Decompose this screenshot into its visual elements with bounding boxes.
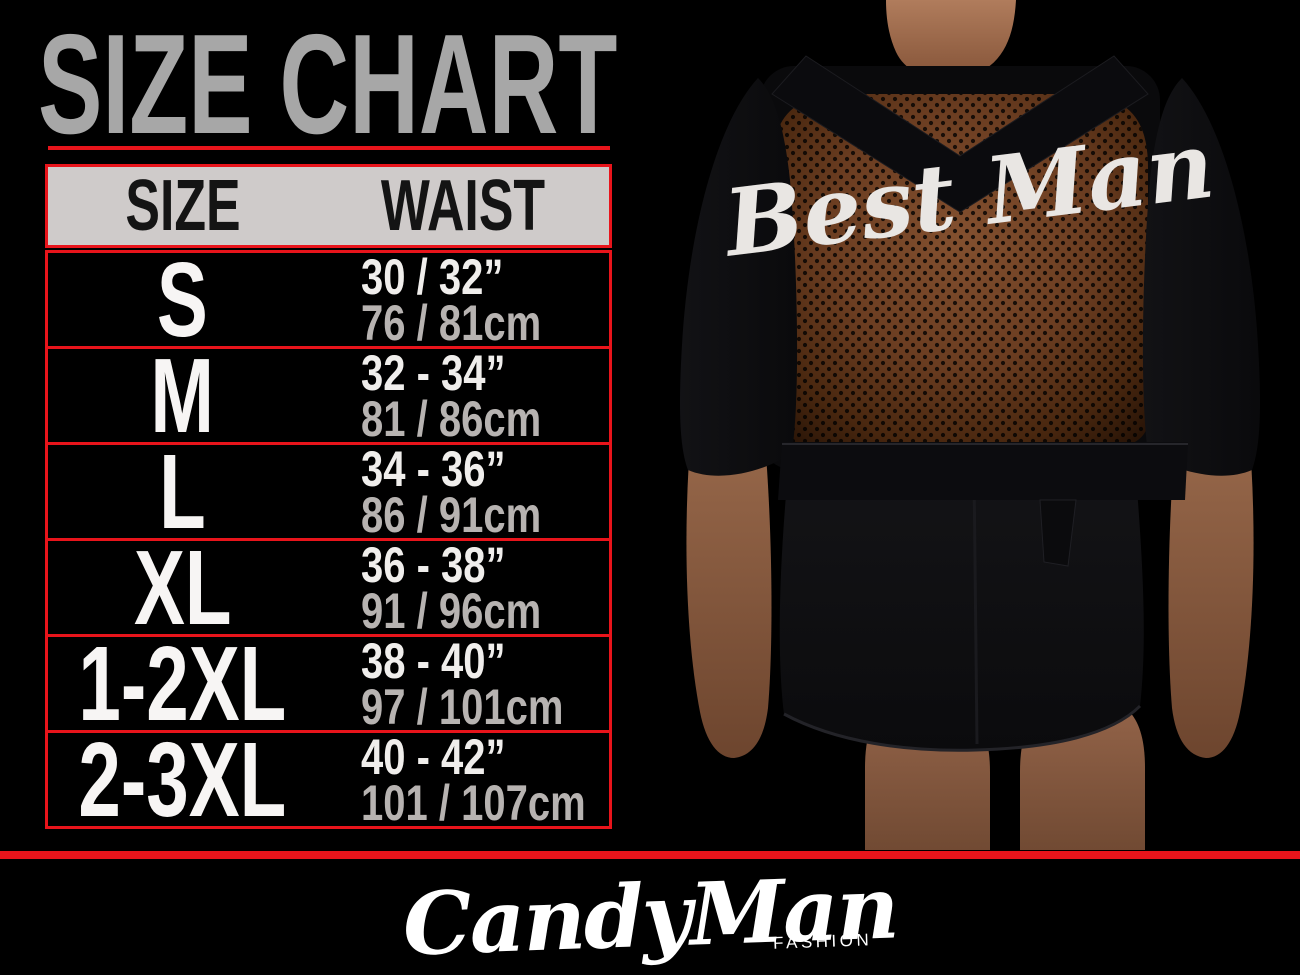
title-underline bbox=[48, 146, 610, 150]
waist-cm: 101 / 107cm bbox=[361, 774, 586, 831]
size-cell: 2-3XL bbox=[78, 720, 287, 839]
skirt-hem bbox=[783, 704, 1142, 752]
waist-inches: 40 - 42” bbox=[361, 728, 506, 785]
waist-cm: 76 / 81cm bbox=[361, 294, 542, 351]
skirt-center-seam bbox=[972, 469, 979, 745]
waist-inches: 32 - 34” bbox=[361, 344, 506, 401]
table-row: 2-3XL 40 - 42” 101 / 107cm bbox=[45, 720, 612, 839]
waist-cm: 81 / 86cm bbox=[361, 390, 542, 447]
waist-inches: 34 - 36” bbox=[361, 440, 506, 497]
waist-cell: 34 - 36” 86 / 91cm bbox=[317, 440, 609, 543]
waist-cm: 97 / 101cm bbox=[361, 678, 564, 735]
brand-sub-label: FASHION bbox=[772, 930, 873, 953]
product-photo: Best Man bbox=[640, 0, 1300, 850]
page-title: SIZE CHART bbox=[38, 10, 890, 159]
model-neck bbox=[886, 0, 1016, 80]
header-cell-size: SIZE bbox=[125, 166, 241, 246]
robe-right-sleeve bbox=[1142, 78, 1260, 476]
size-cell: L bbox=[159, 432, 206, 551]
size-cell: 1-2XL bbox=[78, 624, 287, 743]
size-cell: M bbox=[150, 336, 215, 455]
model-right-arm bbox=[1168, 415, 1254, 758]
size-cell: XL bbox=[133, 528, 232, 647]
brand-name: CandyMan bbox=[401, 857, 899, 975]
footer: CandyMan FASHION bbox=[0, 857, 1300, 975]
waist-cm: 91 / 96cm bbox=[361, 582, 542, 639]
waist-inches: 30 / 32” bbox=[361, 248, 504, 305]
header-cell-waist: WAIST bbox=[381, 166, 546, 246]
waist-cell: 32 - 34” 81 / 86cm bbox=[317, 344, 609, 447]
table-row: M 32 - 34” 81 / 86cm bbox=[45, 336, 612, 455]
waist-cell: 36 - 38” 91 / 96cm bbox=[317, 536, 609, 639]
table-row: XL 36 - 38” 91 / 96cm bbox=[45, 528, 612, 647]
size-cell: S bbox=[157, 240, 209, 359]
waist-cell: 30 / 32” 76 / 81cm bbox=[317, 248, 609, 351]
table-row: L 34 - 36” 86 / 91cm bbox=[45, 432, 612, 551]
robe-left-sleeve bbox=[680, 78, 798, 476]
waist-inches: 36 - 38” bbox=[361, 536, 506, 593]
waist-cell: 40 - 42” 101 / 107cm bbox=[317, 728, 609, 831]
waist-cell: 38 - 40” 97 / 101cm bbox=[317, 632, 609, 735]
brand-logo: CandyMan FASHION bbox=[401, 857, 898, 975]
size-chart-table: SIZE WAIST S 30 / 32” 76 / 81cm M 32 - 3… bbox=[45, 164, 612, 839]
model-illustration: Best Man bbox=[640, 0, 1300, 850]
robe-collar bbox=[771, 55, 1149, 213]
table-header-row: SIZE WAIST bbox=[45, 164, 612, 248]
mesh-dot-texture bbox=[772, 94, 1148, 452]
waist-cm: 86 / 91cm bbox=[361, 486, 542, 543]
page-title-text: SIZE CHART bbox=[38, 5, 618, 164]
robe-belt bbox=[778, 442, 1188, 500]
table-row: 1-2XL 38 - 40” 97 / 101cm bbox=[45, 624, 612, 743]
belt-tail bbox=[1039, 499, 1077, 567]
bottom-divider-line bbox=[0, 851, 1300, 859]
model-left-arm bbox=[686, 415, 772, 758]
waist-inches: 38 - 40” bbox=[361, 632, 506, 689]
table-row: S 30 / 32” 76 / 81cm bbox=[45, 240, 612, 359]
